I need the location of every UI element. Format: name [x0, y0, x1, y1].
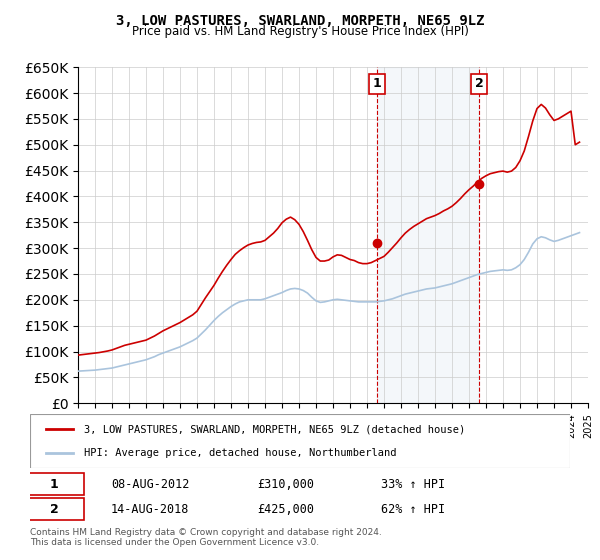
Text: 1: 1 — [50, 478, 59, 491]
Text: This data is licensed under the Open Government Licence v3.0.: This data is licensed under the Open Gov… — [30, 538, 319, 547]
Bar — [377, 67, 479, 403]
Text: £310,000: £310,000 — [257, 478, 314, 491]
Text: 2: 2 — [475, 77, 483, 90]
Text: Price paid vs. HM Land Registry's House Price Index (HPI): Price paid vs. HM Land Registry's House … — [131, 25, 469, 38]
Text: 62% ↑ HPI: 62% ↑ HPI — [381, 503, 445, 516]
FancyBboxPatch shape — [30, 414, 570, 468]
Text: 3, LOW PASTURES, SWARLAND, MORPETH, NE65 9LZ (detached house): 3, LOW PASTURES, SWARLAND, MORPETH, NE65… — [84, 424, 465, 435]
Text: 08-AUG-2012: 08-AUG-2012 — [111, 478, 190, 491]
Text: 1: 1 — [373, 77, 381, 90]
FancyBboxPatch shape — [25, 473, 84, 496]
Text: 33% ↑ HPI: 33% ↑ HPI — [381, 478, 445, 491]
FancyBboxPatch shape — [25, 498, 84, 520]
Text: 14-AUG-2018: 14-AUG-2018 — [111, 503, 190, 516]
Text: Contains HM Land Registry data © Crown copyright and database right 2024.: Contains HM Land Registry data © Crown c… — [30, 528, 382, 536]
Text: HPI: Average price, detached house, Northumberland: HPI: Average price, detached house, Nort… — [84, 447, 397, 458]
Text: 2: 2 — [50, 503, 59, 516]
Text: £425,000: £425,000 — [257, 503, 314, 516]
Text: 3, LOW PASTURES, SWARLAND, MORPETH, NE65 9LZ: 3, LOW PASTURES, SWARLAND, MORPETH, NE65… — [116, 14, 484, 28]
